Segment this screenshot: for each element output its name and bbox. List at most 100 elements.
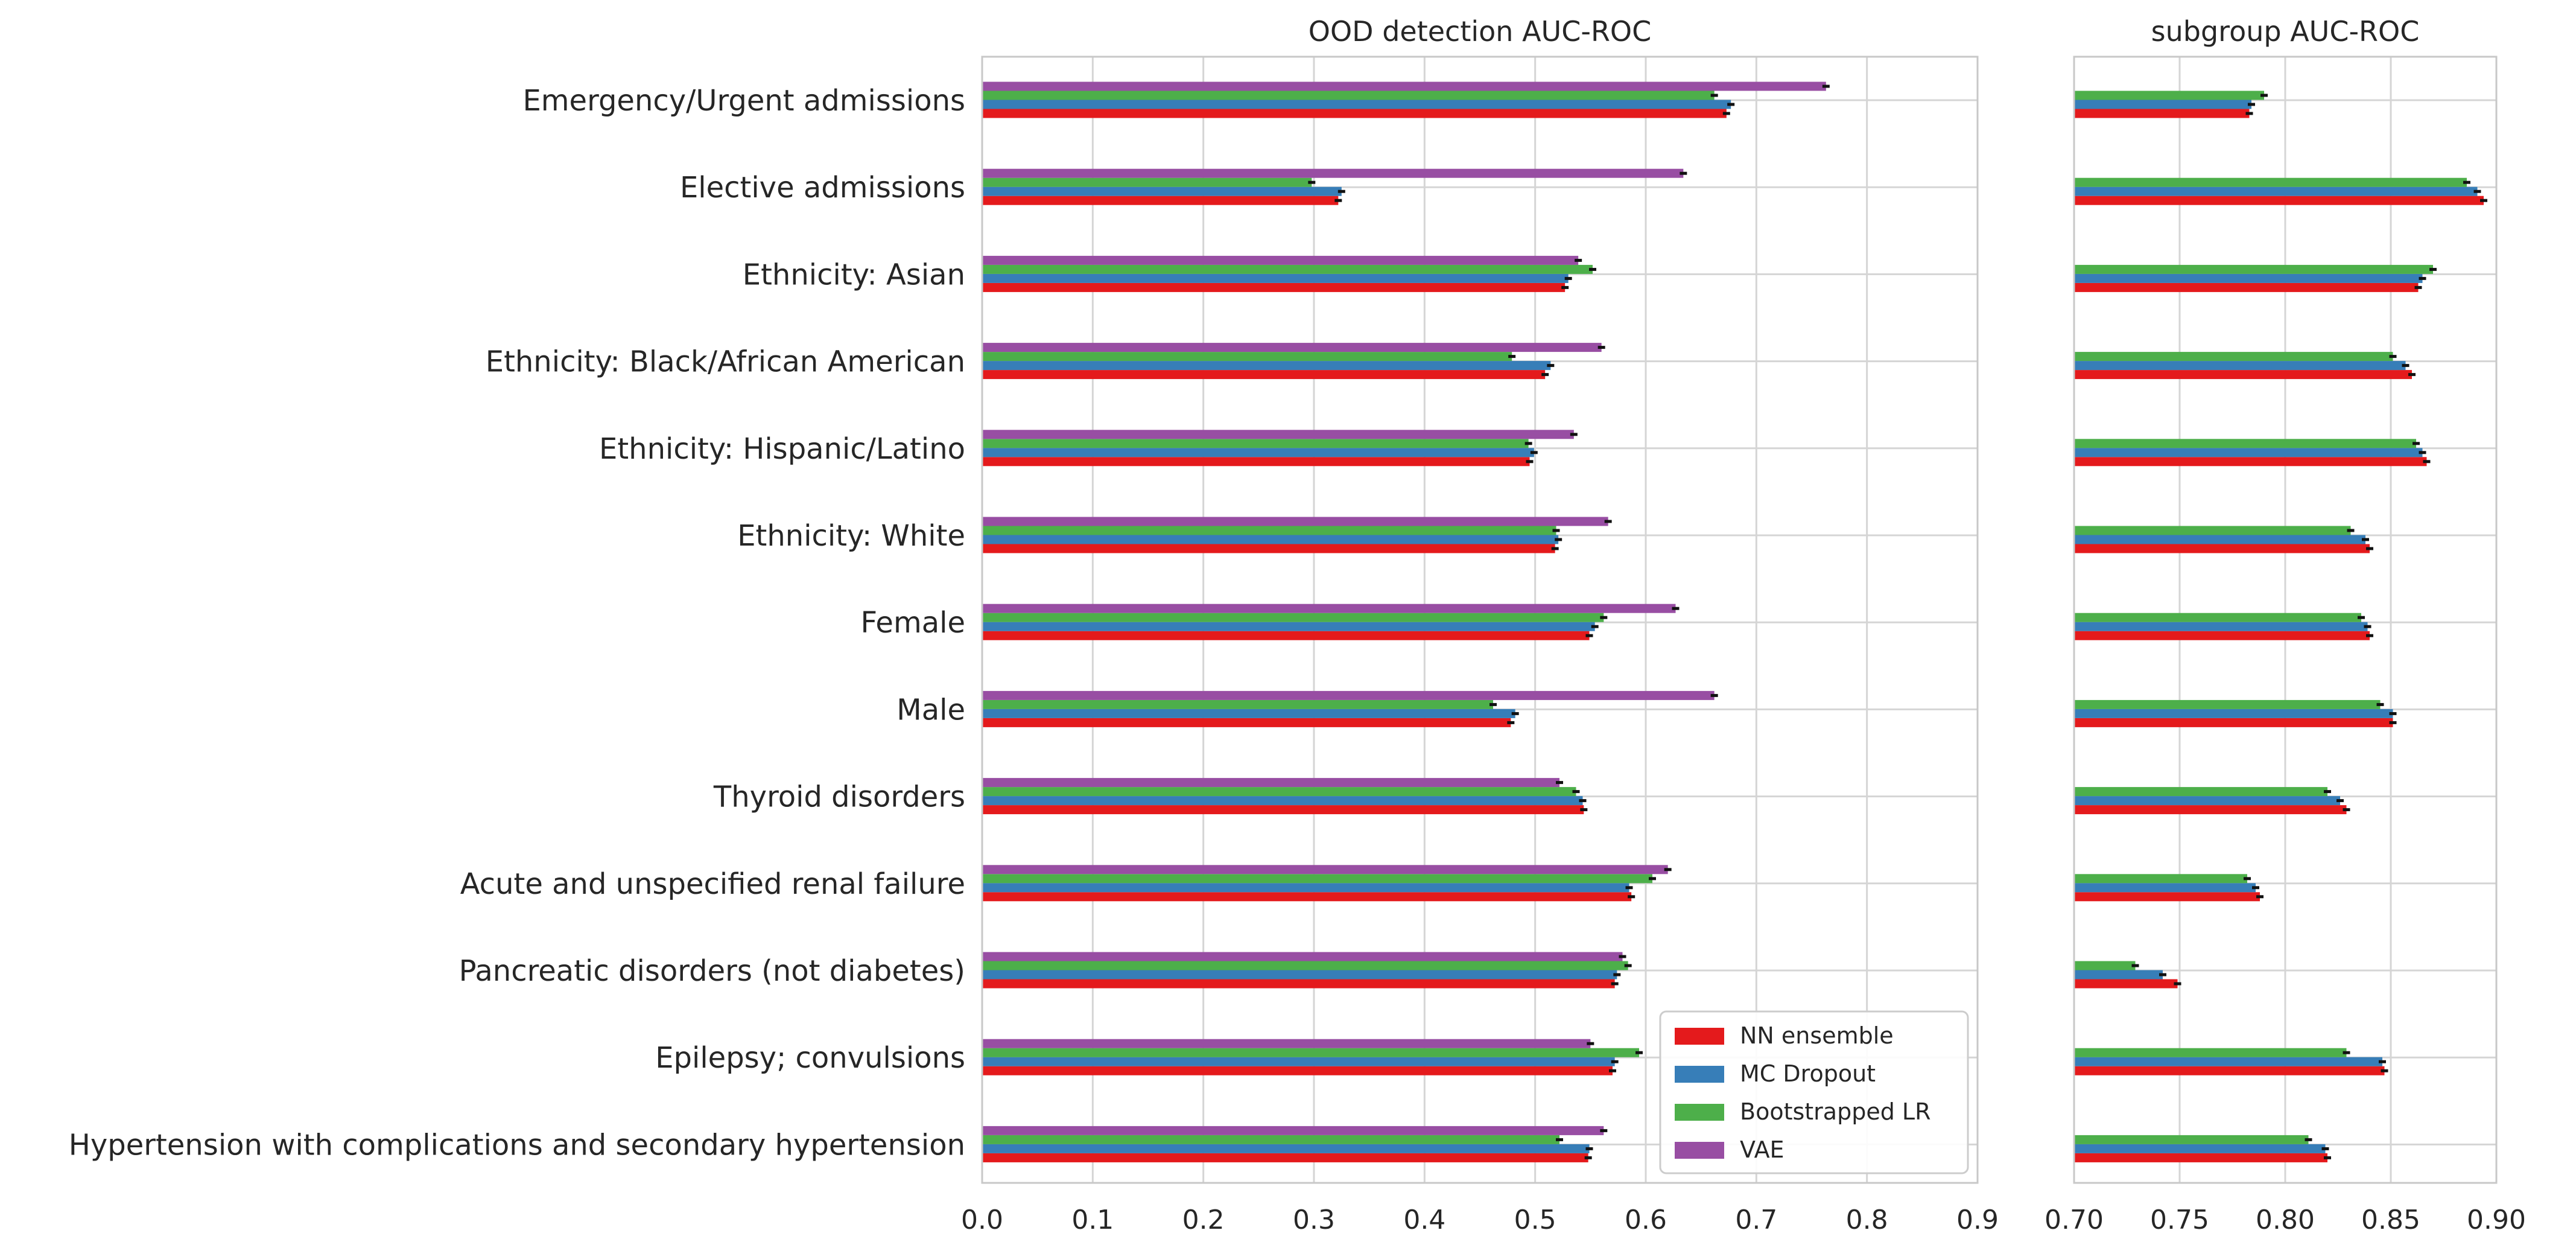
category-label: Epilepsy; convulsions xyxy=(655,1041,965,1075)
bar-nn-ensemble-ethnicity-white xyxy=(982,544,1555,553)
bar-mc-dropout-epilepsy-convulsions xyxy=(2074,1057,2382,1066)
bar-bootstrapped-lr-emergency-urgent-admissions xyxy=(982,91,1715,100)
bar-mc-dropout-pancreatic-disorders-not-diabetes xyxy=(2074,970,2163,980)
legend-label-nn-ensemble: NN ensemble xyxy=(1740,1022,1894,1049)
axes-frame xyxy=(2073,56,2498,1184)
bar-vae-ethnicity-asian xyxy=(982,255,1579,265)
bar-mc-dropout-male xyxy=(2074,709,2393,718)
bar-bootstrapped-lr-elective-admissions xyxy=(982,177,1312,187)
category-label: Ethnicity: Asian xyxy=(743,258,965,291)
bar-mc-dropout-female xyxy=(982,622,1595,631)
legend-swatch-nn-ensemble xyxy=(1675,1028,1724,1045)
category-label: Ethnicity: Black/African American xyxy=(486,345,965,379)
x-tick-label: 0.2 xyxy=(1182,1205,1225,1235)
bar-mc-dropout-female xyxy=(2074,622,2368,631)
category-label: Thyroid disorders xyxy=(713,780,965,814)
category-label: Pancreatic disorders (not diabetes) xyxy=(459,954,965,988)
x-tick-label: 0.8 xyxy=(1846,1205,1888,1235)
legend-swatch-bootstrapped-lr xyxy=(1675,1104,1724,1121)
bar-mc-dropout-hypertension-with-complications-and-secondary-hypertension xyxy=(982,1144,1590,1153)
legend: NN ensemble MC Dropout Bootstrapped LR VAE xyxy=(1659,1010,1969,1174)
bar-mc-dropout-ethnicity-hispanic-latino xyxy=(2074,448,2423,457)
category-label: Female xyxy=(860,606,965,640)
bar-nn-ensemble-emergency-urgent-admissions xyxy=(982,109,1727,118)
bar-nn-ensemble-pancreatic-disorders-not-diabetes xyxy=(2074,979,2178,989)
subgroup-panel: subgroup AUC-ROC 0.70 0.75 0.80 0.85 0.90 xyxy=(2045,15,2526,1235)
bar-bootstrapped-lr-epilepsy-convulsions xyxy=(982,1048,1639,1057)
x-tick-label: 0.0 xyxy=(961,1205,1003,1235)
bar-nn-ensemble-elective-admissions xyxy=(2074,196,2484,205)
category-label: Ethnicity: Hispanic/Latino xyxy=(599,432,965,466)
x-tick-label: 0.7 xyxy=(1735,1205,1777,1235)
bar-bootstrapped-lr-emergency-urgent-admissions xyxy=(2074,91,2264,100)
bar-nn-ensemble-acute-and-unspecified-renal-failure xyxy=(982,892,1632,902)
bar-vae-ethnicity-hispanic-latino xyxy=(982,430,1574,439)
bar-vae-ethnicity-black-african-american xyxy=(982,343,1602,352)
bar-vae-pancreatic-disorders-not-diabetes xyxy=(982,952,1623,961)
bar-nn-ensemble-female xyxy=(982,631,1590,640)
bar-nn-ensemble-thyroid-disorders xyxy=(2074,805,2347,815)
x-tick-label: 0.80 xyxy=(2256,1205,2315,1235)
bar-nn-ensemble-ethnicity-hispanic-latino xyxy=(982,457,1530,467)
legend-swatch-vae xyxy=(1675,1142,1724,1159)
bar-mc-dropout-ethnicity-black-african-american xyxy=(2074,361,2406,371)
bar-nn-ensemble-ethnicity-white xyxy=(2074,544,2370,553)
bar-bootstrapped-lr-female xyxy=(982,613,1604,622)
bar-vae-elective-admissions xyxy=(982,168,1684,178)
bar-nn-ensemble-ethnicity-black-african-american xyxy=(2074,370,2412,380)
bar-nn-ensemble-thyroid-disorders xyxy=(982,805,1584,815)
bar-vae-acute-and-unspecified-renal-failure xyxy=(982,865,1668,874)
category-label: Acute and unspecified renal failure xyxy=(460,867,965,901)
x-tick-label: 0.4 xyxy=(1403,1205,1445,1235)
bar-bootstrapped-lr-pancreatic-disorders-not-diabetes xyxy=(2074,961,2136,970)
bar-vae-epilepsy-convulsions xyxy=(982,1039,1591,1048)
bar-vae-emergency-urgent-admissions xyxy=(982,81,1826,91)
bar-mc-dropout-acute-and-unspecified-renal-failure xyxy=(2074,883,2256,893)
bar-mc-dropout-ethnicity-hispanic-latino xyxy=(982,448,1534,457)
bar-vae-female xyxy=(982,604,1676,613)
x-tick-label: 0.6 xyxy=(1625,1205,1667,1235)
bar-mc-dropout-elective-admissions xyxy=(982,186,1342,196)
axes-frame xyxy=(981,56,1979,1184)
x-tick-label: 0.9 xyxy=(1956,1205,1999,1235)
bar-nn-ensemble-male xyxy=(2074,718,2393,727)
bar-mc-dropout-ethnicity-black-african-american xyxy=(982,361,1551,371)
bar-nn-ensemble-epilepsy-convulsions xyxy=(2074,1066,2385,1075)
bar-bootstrapped-lr-elective-admissions xyxy=(2074,177,2467,187)
legend-label-vae: VAE xyxy=(1740,1136,1784,1163)
bar-mc-dropout-thyroid-disorders xyxy=(2074,796,2340,806)
ood-detection-title: OOD detection AUC-ROC xyxy=(1309,15,1651,48)
bar-nn-ensemble-ethnicity-asian xyxy=(2074,282,2419,292)
x-tick-label: 0.5 xyxy=(1514,1205,1556,1235)
category-label: Emergency/Urgent admissions xyxy=(522,84,965,118)
x-tick-label: 0.3 xyxy=(1293,1205,1335,1235)
bar-bootstrapped-lr-hypertension-with-complications-and-secondary-hypertension xyxy=(982,1135,1559,1144)
bar-nn-ensemble-acute-and-unspecified-renal-failure xyxy=(2074,892,2260,902)
bar-mc-dropout-acute-and-unspecified-renal-failure xyxy=(982,883,1629,893)
bar-bootstrapped-lr-epilepsy-convulsions xyxy=(2074,1048,2347,1057)
bar-bootstrapped-lr-male xyxy=(982,699,1493,709)
x-tick-label: 0.85 xyxy=(2361,1205,2420,1235)
bar-bootstrapped-lr-ethnicity-asian xyxy=(982,264,1593,274)
legend-label-bootstrapped-lr: Bootstrapped LR xyxy=(1740,1098,1930,1125)
legend-label-mc-dropout: MC Dropout xyxy=(1740,1060,1876,1087)
bar-nn-ensemble-ethnicity-black-african-american xyxy=(982,370,1546,380)
bar-bootstrapped-lr-ethnicity-white xyxy=(2074,526,2351,535)
bar-mc-dropout-pancreatic-disorders-not-diabetes xyxy=(982,970,1617,980)
bar-nn-ensemble-elective-admissions xyxy=(982,196,1339,205)
bar-vae-hypertension-with-complications-and-secondary-hypertension xyxy=(982,1126,1604,1135)
bar-mc-dropout-thyroid-disorders xyxy=(982,796,1583,806)
legend-swatch-mc-dropout xyxy=(1675,1066,1724,1083)
bar-nn-ensemble-hypertension-with-complications-and-secondary-hypertension xyxy=(982,1153,1588,1162)
bar-bootstrapped-lr-acute-and-unspecified-renal-failure xyxy=(2074,874,2247,884)
bar-bootstrapped-lr-ethnicity-asian xyxy=(2074,264,2433,274)
bar-nn-ensemble-female xyxy=(2074,631,2370,640)
subgroup-title: subgroup AUC-ROC xyxy=(2151,15,2420,48)
bar-mc-dropout-emergency-urgent-admissions xyxy=(2074,100,2251,109)
bar-bootstrapped-lr-ethnicity-hispanic-latino xyxy=(982,439,1529,448)
x-tick-label: 0.90 xyxy=(2467,1205,2526,1235)
bar-bootstrapped-lr-ethnicity-black-african-american xyxy=(2074,352,2393,362)
bar-bootstrapped-lr-ethnicity-black-african-american xyxy=(982,352,1512,362)
bar-mc-dropout-emergency-urgent-admissions xyxy=(982,100,1731,109)
